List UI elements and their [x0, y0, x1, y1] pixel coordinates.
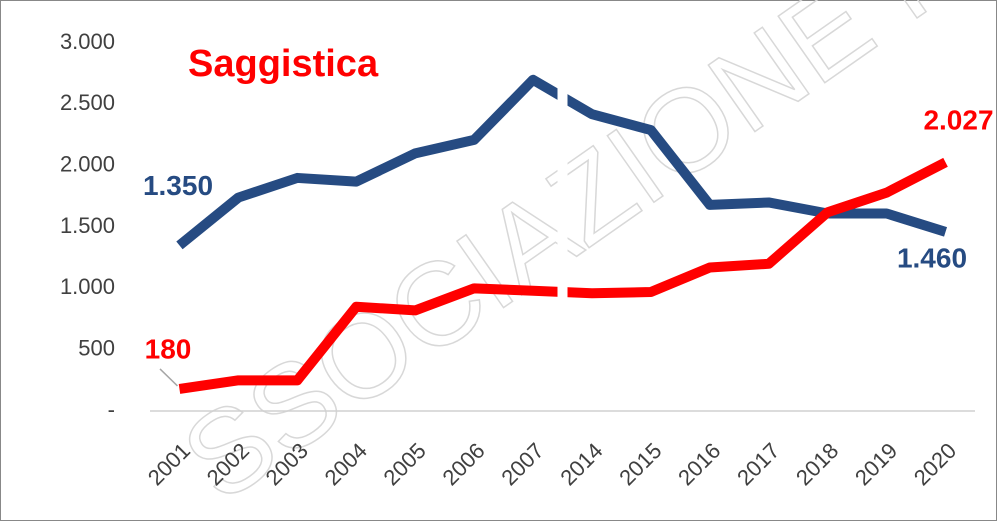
data-label: 1.350	[143, 170, 213, 201]
data-label: 1.460	[897, 242, 967, 273]
leader-line	[159, 368, 178, 387]
data-label: 2.027	[923, 105, 993, 136]
y-tick-label: -	[108, 397, 115, 422]
chart-title: Saggistica	[188, 43, 379, 85]
y-tick-label: 1.000	[60, 274, 115, 299]
y-tick-label: 1.500	[60, 213, 115, 238]
y-tick-label: 2.500	[60, 90, 115, 115]
y-tick-label: 3.000	[60, 29, 115, 54]
data-label: 180	[145, 333, 192, 364]
y-tick-label: 500	[78, 335, 115, 360]
period-break	[557, 33, 568, 406]
y-tick-label: 2.000	[60, 151, 115, 176]
